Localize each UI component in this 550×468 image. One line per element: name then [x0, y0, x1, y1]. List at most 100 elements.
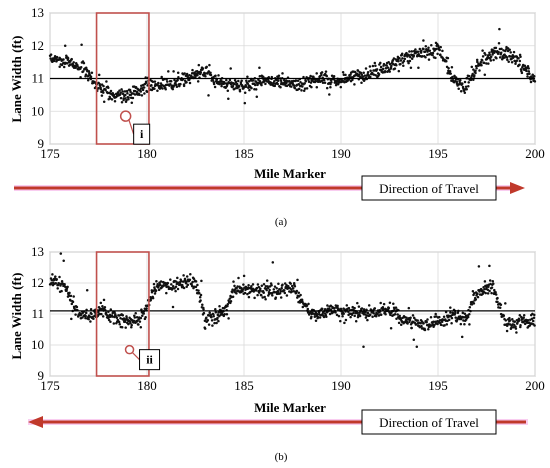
data-point	[50, 279, 54, 282]
data-point	[325, 74, 329, 78]
data-point	[408, 59, 412, 63]
data-point	[407, 61, 410, 65]
data-point	[109, 320, 112, 323]
data-point	[360, 81, 363, 85]
data-point	[271, 294, 274, 297]
data-point	[103, 305, 107, 309]
data-point	[261, 75, 265, 78]
x-tick-label: 175	[40, 146, 60, 161]
data-point	[62, 58, 65, 61]
data-point	[290, 284, 294, 288]
data-point	[474, 71, 477, 75]
data-point	[202, 311, 206, 315]
data-point	[273, 84, 277, 88]
data-point	[373, 307, 377, 310]
data-point	[228, 78, 232, 82]
data-point	[483, 280, 487, 283]
data-point	[88, 315, 92, 318]
data-point	[495, 56, 498, 60]
data-point	[489, 59, 493, 62]
data-point	[483, 73, 487, 76]
data-point	[514, 325, 517, 328]
data-point	[382, 302, 386, 306]
highlight-region-a	[95, 12, 150, 145]
data-point	[518, 59, 522, 63]
data-point	[182, 286, 186, 290]
data-point	[412, 338, 416, 342]
data-point	[135, 90, 139, 94]
data-point	[174, 285, 178, 289]
data-point	[393, 67, 397, 70]
data-point	[526, 64, 530, 68]
data-point	[99, 87, 103, 91]
data-point	[322, 315, 326, 319]
data-point	[368, 65, 372, 68]
data-point	[55, 277, 58, 281]
data-point	[470, 303, 474, 306]
data-point	[317, 311, 321, 314]
data-point	[332, 307, 336, 310]
data-point	[118, 322, 121, 326]
data-point	[267, 75, 271, 79]
data-point	[255, 95, 259, 98]
data-point	[476, 60, 479, 64]
x-tick-labels-b: 175 180 185 190 195 200	[40, 378, 545, 393]
data-point	[293, 284, 297, 288]
data-point	[481, 292, 484, 296]
data-point	[440, 320, 444, 324]
y-tick-label: 10	[31, 337, 44, 352]
data-point	[191, 68, 194, 72]
data-point	[237, 79, 240, 83]
data-point	[360, 307, 364, 310]
data-point	[476, 295, 480, 299]
data-point	[310, 315, 313, 318]
data-point	[397, 321, 401, 325]
data-point	[65, 289, 68, 293]
data-point	[408, 50, 411, 53]
data-point	[494, 291, 497, 294]
data-point	[258, 66, 261, 70]
data-point	[456, 311, 460, 315]
data-point	[207, 323, 211, 326]
data-point	[436, 322, 439, 326]
data-point	[171, 87, 175, 91]
data-point	[197, 63, 201, 67]
data-point	[420, 49, 423, 53]
data-point	[510, 326, 513, 329]
data-point	[191, 280, 194, 284]
data-point	[214, 74, 217, 77]
data-point	[347, 306, 351, 310]
data-point	[295, 289, 299, 293]
data-point	[409, 55, 412, 59]
data-point	[422, 321, 425, 325]
data-point	[290, 85, 293, 88]
data-point	[301, 305, 305, 309]
data-point	[373, 61, 377, 65]
data-point	[362, 308, 366, 311]
data-point	[117, 320, 121, 324]
data-point	[453, 311, 457, 315]
data-point	[498, 56, 502, 59]
data-point	[294, 79, 298, 82]
data-point	[228, 297, 232, 300]
data-point	[227, 317, 230, 320]
data-point	[213, 85, 217, 89]
data-point	[382, 308, 385, 311]
data-point	[533, 313, 536, 317]
data-point	[479, 61, 483, 64]
data-point	[287, 284, 290, 288]
data-point	[51, 273, 54, 276]
data-point	[531, 319, 535, 323]
data-point	[174, 289, 177, 293]
data-point	[397, 59, 400, 63]
data-point	[89, 308, 93, 311]
data-point	[165, 291, 168, 295]
data-point	[120, 325, 124, 329]
data-point	[466, 315, 470, 319]
data-point	[324, 70, 328, 73]
data-point	[124, 326, 127, 329]
data-point	[474, 69, 477, 72]
data-point	[518, 63, 521, 67]
data-point	[468, 323, 471, 326]
